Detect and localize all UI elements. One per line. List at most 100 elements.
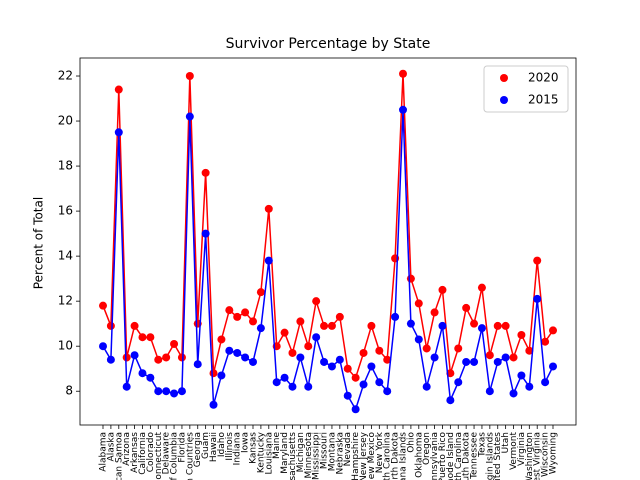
point: [501, 321, 510, 330]
point: [399, 69, 407, 78]
point: [193, 360, 202, 369]
point: [288, 348, 297, 357]
legend-marker: [500, 96, 508, 104]
point: [335, 355, 344, 364]
point: [477, 324, 486, 333]
point: [106, 355, 115, 364]
x-tick-label: New Jersey: [359, 431, 369, 480]
x-tick-label: Tennessee: [470, 432, 480, 480]
x-tick-label: South Carolina: [454, 432, 464, 480]
point: [485, 351, 494, 360]
x-tick-label: Connecticut: [154, 432, 164, 480]
x-tick-label: Northern Mariana Islands: [399, 432, 409, 480]
x-tick-label: North Carolina: [383, 432, 393, 480]
point: [493, 357, 502, 366]
point: [146, 373, 155, 382]
point: [454, 378, 463, 387]
y-tick-label: 12: [58, 294, 73, 308]
x-tick-label: New Mexico: [367, 432, 377, 480]
point: [264, 204, 273, 213]
x-tick-label: New Hampshire: [351, 432, 361, 480]
x-tick-label: Hawaii: [209, 432, 219, 462]
x-tick-label: District of Columbia: [170, 432, 180, 480]
point: [320, 357, 329, 366]
x-tick-label: Massachusetts: [288, 432, 298, 480]
point: [130, 321, 139, 330]
point: [233, 312, 242, 321]
point: [280, 328, 289, 337]
point: [138, 369, 147, 378]
point: [462, 357, 471, 366]
x-tick-label: Alaska: [106, 432, 116, 461]
x-tick-label: Nevada: [343, 432, 353, 466]
x-tick-label: South Dakota: [462, 432, 472, 480]
x-tick-label: New York: [375, 431, 385, 473]
point: [146, 333, 155, 342]
legend-label: 2020: [528, 71, 559, 85]
point: [130, 351, 139, 360]
point: [304, 382, 313, 391]
x-tick-label: Minnesota: [304, 432, 314, 478]
point: [209, 400, 218, 409]
point: [533, 256, 542, 265]
point: [383, 355, 392, 364]
point: [477, 283, 486, 292]
point: [367, 362, 376, 371]
point: [201, 168, 210, 177]
x-tick-label: Maryland: [280, 432, 290, 474]
x-tick-label: Washington: [525, 432, 535, 480]
point: [177, 353, 186, 362]
point: [414, 299, 423, 308]
point: [256, 288, 265, 297]
x-tick-label: Texas: [477, 432, 487, 458]
legend-label: 2015: [528, 93, 559, 107]
x-tick-label: Idaho: [217, 432, 227, 458]
x-tick-label: Indiana: [233, 432, 243, 465]
point: [422, 382, 431, 391]
x-tick-label: Oregon: [422, 432, 432, 465]
x-tick-label: Kentucky: [256, 431, 266, 473]
chart-title: Survivor Percentage by State: [226, 36, 431, 52]
y-tick-label: 20: [58, 114, 73, 128]
point: [241, 353, 250, 362]
point: [249, 317, 257, 326]
point: [541, 337, 550, 346]
point: [201, 229, 210, 238]
point: [509, 353, 518, 362]
x-tick-label: Georgia: [193, 432, 203, 467]
point: [438, 321, 447, 330]
point: [312, 297, 321, 306]
point: [170, 389, 179, 398]
x-tick-label: Florida: [177, 432, 187, 463]
point: [162, 387, 171, 396]
point: [327, 321, 336, 330]
x-tick-label: American Samoa: [114, 432, 124, 480]
point: [114, 85, 123, 94]
point: [114, 128, 123, 137]
x-tick-label: Maine: [272, 432, 282, 459]
point: [288, 382, 297, 391]
x-tick-label: Delaware: [162, 432, 172, 475]
x-tick-label: Illinois: [225, 432, 235, 461]
x-tick-label: Nebraska: [335, 432, 345, 474]
point: [462, 303, 471, 312]
x-tick-label: Alabama: [99, 432, 109, 472]
point: [296, 353, 305, 362]
point: [327, 362, 336, 371]
point: [422, 344, 431, 353]
point: [264, 256, 273, 265]
point: [138, 333, 147, 342]
point: [430, 308, 439, 317]
y-tick-label: 10: [58, 339, 73, 353]
point: [343, 391, 352, 400]
x-tick-label: Foreign Countries: [185, 432, 195, 480]
point: [525, 382, 534, 391]
legend-marker: [500, 74, 508, 82]
point: [106, 321, 115, 330]
x-tick-label: Louisiana: [264, 432, 274, 475]
x-tick-label: Ohio: [406, 432, 416, 453]
point: [517, 330, 526, 339]
point: [399, 105, 407, 114]
legend: 2020 2015: [483, 65, 569, 113]
